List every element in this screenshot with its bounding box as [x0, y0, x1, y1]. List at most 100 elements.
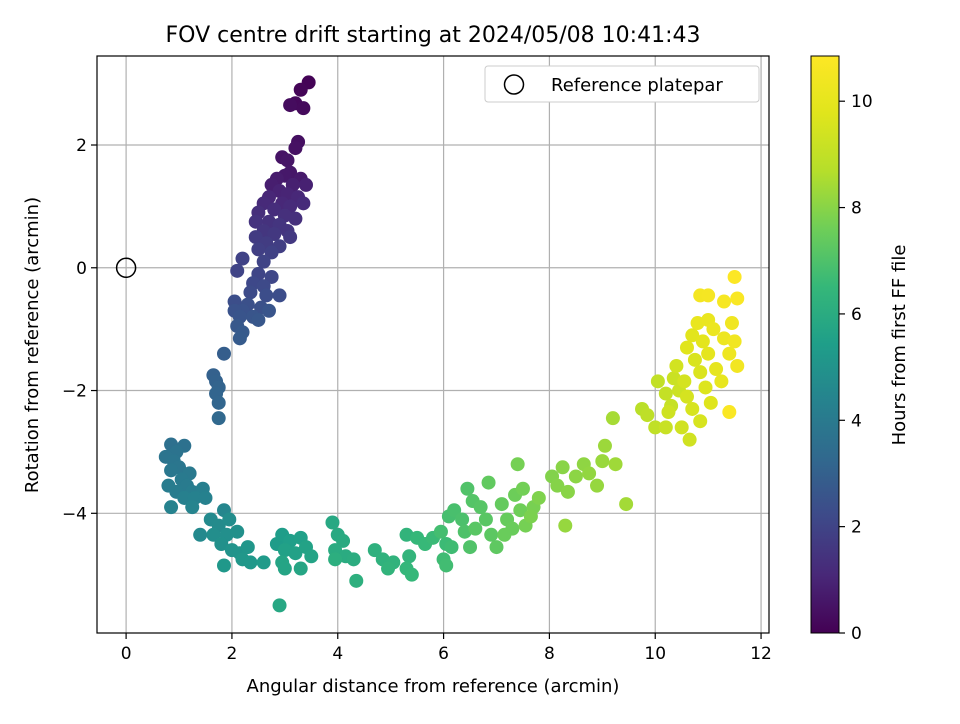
data-point	[515, 481, 530, 496]
data-point	[283, 98, 298, 113]
data-point	[685, 401, 700, 416]
chart-title: FOV centre drift starting at 2024/05/08 …	[166, 23, 701, 48]
colorbar-gradient	[810, 55, 840, 634]
data-point	[709, 362, 724, 377]
data-point	[288, 546, 303, 561]
legend-box	[484, 65, 760, 103]
x-tick-label: 6	[438, 644, 449, 664]
data-point	[272, 598, 287, 613]
data-point	[714, 374, 729, 389]
data-point	[402, 549, 417, 564]
data-point	[560, 484, 575, 499]
data-point	[687, 352, 702, 367]
data-point	[693, 414, 708, 429]
y-tick-label: 2	[76, 136, 87, 156]
colorbar-tick-label: 8	[851, 199, 862, 219]
x-tick-label: 4	[332, 644, 343, 664]
data-point	[261, 303, 276, 318]
data-point	[296, 196, 311, 211]
data-point	[701, 288, 716, 303]
data-point	[299, 177, 314, 192]
data-point	[304, 549, 319, 564]
data-point	[701, 346, 716, 361]
data-point	[595, 454, 610, 469]
data-point	[256, 254, 271, 269]
data-point	[695, 334, 710, 349]
data-point	[455, 512, 470, 527]
data-point	[727, 269, 742, 284]
grid	[97, 56, 769, 633]
data-point	[264, 245, 279, 260]
data-point	[698, 380, 713, 395]
data-point	[198, 490, 213, 505]
data-point	[555, 460, 570, 475]
data-point	[523, 509, 538, 524]
colorbar: 0 2 4 6 8 10 Hours from first FF file	[810, 55, 910, 644]
data-point	[463, 540, 478, 555]
data-point	[216, 346, 231, 361]
data-point	[648, 420, 663, 435]
data-point	[568, 469, 583, 484]
data-point	[164, 463, 179, 478]
data-point	[211, 395, 226, 410]
data-point	[251, 242, 266, 257]
data-point	[367, 543, 382, 558]
x-tick-label: 10	[644, 644, 666, 664]
data-point	[685, 328, 700, 343]
data-point	[666, 371, 681, 386]
data-point	[222, 512, 237, 527]
data-point	[267, 202, 282, 217]
data-point	[243, 555, 258, 570]
data-point	[489, 540, 504, 555]
data-point	[582, 466, 597, 481]
data-point	[619, 497, 634, 512]
data-point	[674, 420, 689, 435]
data-point	[717, 294, 732, 309]
data-point	[256, 555, 271, 570]
data-point	[248, 214, 263, 229]
data-point	[404, 567, 419, 582]
data-point	[325, 515, 340, 530]
data-point	[513, 503, 528, 518]
data-point	[730, 291, 745, 306]
colorbar-tick-label: 4	[851, 411, 862, 431]
data-point	[240, 540, 255, 555]
data-point	[230, 263, 245, 278]
data-point	[640, 408, 655, 423]
data-point	[677, 374, 692, 389]
data-point	[460, 481, 475, 496]
data-point	[722, 346, 737, 361]
colorbar-tick-label: 6	[851, 305, 862, 325]
legend-label: Reference platepar	[551, 75, 723, 96]
data-point	[706, 322, 721, 337]
x-tick-label: 2	[227, 644, 238, 664]
data-point	[717, 331, 732, 346]
data-point	[730, 358, 745, 373]
data-point	[679, 340, 694, 355]
data-point	[444, 540, 459, 555]
data-point	[531, 490, 546, 505]
data-point	[272, 288, 287, 303]
data-point	[693, 365, 708, 380]
data-point	[230, 524, 245, 539]
x-tick-label: 0	[121, 644, 132, 664]
data-point	[280, 153, 295, 168]
data-point	[296, 101, 311, 116]
data-point	[433, 524, 448, 539]
colorbar-tick-label: 0	[851, 624, 862, 644]
data-point	[264, 269, 279, 284]
data-point	[597, 438, 612, 453]
data-point	[550, 478, 565, 493]
data-point	[484, 527, 499, 542]
data-point	[650, 374, 665, 389]
data-point	[277, 561, 292, 576]
reference-platepar-marker	[115, 257, 137, 279]
data-point	[661, 405, 676, 420]
data-point	[399, 527, 414, 542]
y-axis-ticks: −4 −2 0 2	[62, 136, 97, 524]
data-point	[267, 227, 282, 242]
y-axis-label: Rotation from reference (arcmin)	[22, 197, 43, 493]
colorbar-tick-label: 10	[851, 92, 873, 112]
data-point	[724, 316, 739, 331]
